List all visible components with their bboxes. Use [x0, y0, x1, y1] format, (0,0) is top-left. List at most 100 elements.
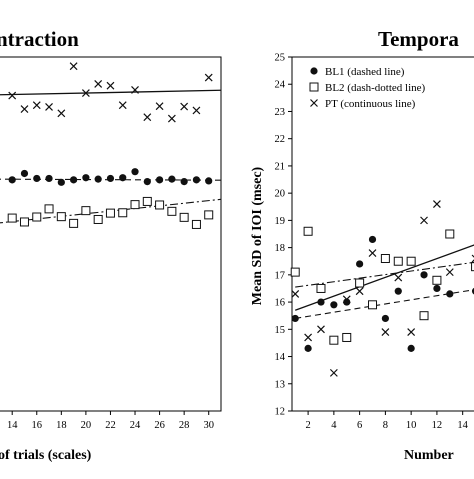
left-point-pt: [106, 81, 115, 90]
right-y-tick-label: 22: [275, 134, 286, 145]
right-point-pt: [420, 216, 428, 225]
right-point-pt: [471, 254, 474, 263]
right-point-pt: [368, 249, 377, 257]
filled-circle-marker-icon: [310, 67, 318, 75]
right-point-bl1: [317, 298, 325, 306]
left-x-axis: 14 16 18 20 22 24 26 28 30: [7, 411, 214, 431]
left-point-bl1: [143, 178, 151, 186]
right-point-bl2: [445, 229, 455, 239]
left-point-pt: [167, 114, 176, 123]
right-point-pt: [355, 287, 364, 296]
legend-entry-pt: PT (continuous line): [310, 98, 416, 110]
left-point-bl2: [179, 212, 189, 222]
left-point-pt: [155, 102, 164, 111]
legend: BL1 (dashed line) BL2 (dash-dotted line)…: [309, 66, 426, 110]
left-point-bl1: [8, 176, 16, 184]
right-point-bl2: [406, 256, 416, 266]
left-point-pt: [94, 79, 103, 88]
right-point-bl1: [394, 287, 402, 295]
left-point-bl2: [7, 213, 17, 223]
right-point-bl1: [368, 235, 377, 244]
right-x-axis-title: Number: [404, 448, 454, 463]
left-point-bl2: [167, 206, 177, 216]
left-x-tick-label: 28: [179, 420, 190, 431]
left-x-tick-label: 18: [56, 420, 67, 431]
left-point-bl1: [45, 174, 53, 183]
legend-entry-bl2: BL2 (dash-dotted line): [309, 82, 426, 94]
left-point-pt: [180, 102, 189, 111]
left-point-pt: [32, 101, 41, 110]
left-point-bl2: [19, 217, 29, 227]
right-y-tick-label: 18: [275, 243, 286, 254]
left-data-points: [7, 62, 214, 229]
right-fit-line-bl1: [295, 289, 474, 319]
right-y-tick-label: 15: [275, 325, 286, 336]
right-point-pt: [304, 333, 313, 342]
right-point-bl2: [432, 275, 442, 285]
left-point-bl1: [33, 174, 41, 183]
left-point-bl1: [106, 174, 115, 183]
left-point-pt: [45, 102, 53, 111]
right-point-pt: [432, 200, 441, 208]
left-point-bl2: [93, 214, 103, 224]
right-point-pt: [381, 328, 390, 336]
right-fit-lines: [294, 244, 474, 319]
right-plot-frame: [291, 56, 474, 412]
legend-label-bl1: BL1 (dashed line): [325, 66, 405, 78]
right-point-bl2: [355, 278, 365, 288]
left-point-bl1: [57, 178, 65, 186]
right-point-pt: [317, 325, 325, 334]
left-point-bl1: [70, 176, 78, 184]
left-point-bl1: [82, 174, 90, 182]
left-point-pt: [57, 109, 66, 118]
right-y-tick-label: 19: [275, 216, 286, 227]
left-x-axis-title: of trials (scales): [0, 448, 92, 463]
right-y-axis: 12 13 14 15 16 17 18 19 20 21 22 23 24 25: [275, 53, 292, 418]
right-point-pt: [291, 289, 300, 298]
right-point-bl1: [343, 298, 351, 306]
right-y-axis-title: Mean SD of IOI (msec): [250, 166, 265, 305]
right-y-tick-label: 20: [275, 189, 286, 200]
right-point-pt: [407, 328, 416, 336]
left-point-bl1: [168, 175, 176, 183]
right-point-bl2: [380, 254, 390, 264]
left-chart-panel: ntraction 14 16 18 20 22 24 26 28 30 of trials (…: [0, 27, 222, 463]
right-point-bl1: [291, 314, 299, 323]
right-point-bl1: [433, 284, 441, 293]
left-x-tick-label: 20: [81, 420, 92, 431]
right-point-pt: [342, 295, 351, 304]
right-x-tick-label: 8: [383, 420, 388, 431]
right-y-tick-label: 23: [275, 107, 286, 118]
left-point-bl2: [155, 200, 165, 210]
left-point-bl2: [118, 208, 128, 218]
left-x-tick-label: 24: [130, 420, 141, 431]
right-point-bl1: [407, 344, 415, 352]
legend-label-pt: PT (continuous line): [325, 98, 416, 110]
left-x-tick-label: 30: [203, 420, 214, 431]
left-point-bl2: [44, 204, 54, 214]
right-point-bl2: [368, 300, 378, 310]
left-plot-frame: [0, 56, 222, 412]
right-point-bl2: [419, 311, 429, 321]
left-chart-title: ntraction: [0, 27, 79, 51]
left-x-tick-label: 14: [7, 420, 18, 431]
left-point-pt: [143, 113, 152, 122]
left-x-tick-label: 26: [154, 420, 165, 431]
right-y-tick-label: 21: [275, 161, 286, 172]
left-x-tick-label: 22: [105, 420, 116, 431]
right-y-tick-label: 12: [275, 407, 286, 418]
legend-entry-bl1: BL1 (dashed line): [310, 66, 405, 78]
left-point-pt: [204, 73, 213, 82]
right-point-bl2: [393, 256, 403, 266]
left-x-tick-label: 16: [32, 420, 43, 431]
left-point-pt: [81, 89, 90, 98]
left-point-bl2: [69, 218, 79, 228]
right-point-bl2: [471, 262, 474, 272]
legend-label-bl2: BL2 (dash-dotted line): [325, 82, 426, 94]
right-point-bl1: [381, 314, 389, 323]
left-point-bl1: [131, 168, 139, 176]
right-point-bl1: [420, 271, 428, 279]
right-y-tick-label: 16: [275, 298, 286, 309]
